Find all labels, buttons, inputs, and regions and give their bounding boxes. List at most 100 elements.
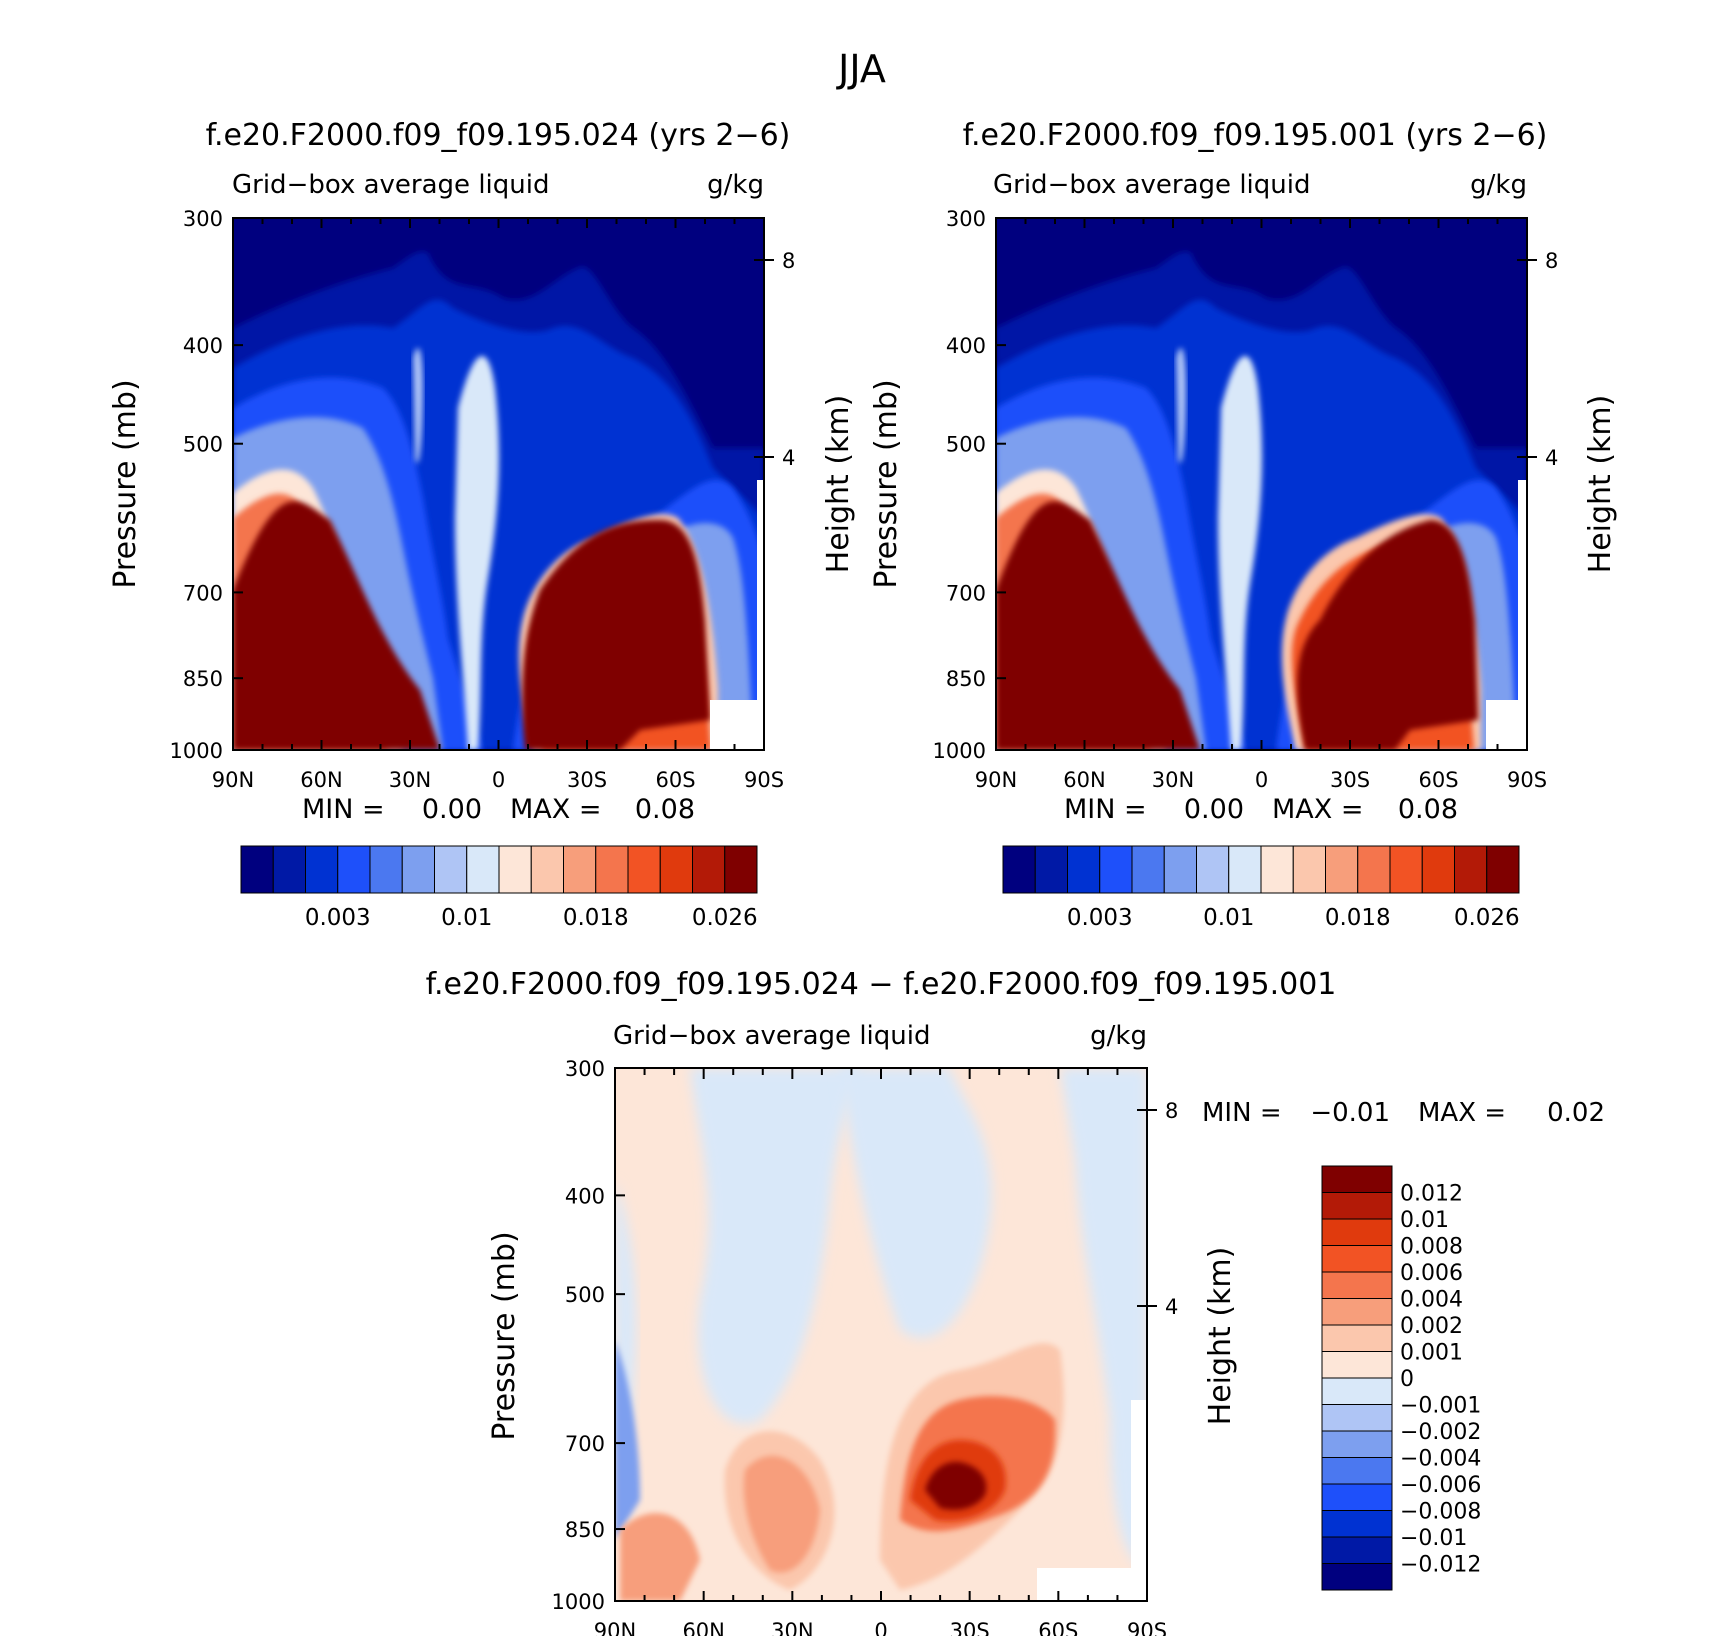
colorbar: 0.003 0.01 0.018 0.026 xyxy=(240,845,758,931)
max-label: MAX = xyxy=(1418,1098,1506,1128)
y2-ticks: 84 xyxy=(1137,1099,1178,1319)
colorbar-swatch xyxy=(1321,1483,1393,1511)
colorbar-swatch xyxy=(1389,845,1423,894)
x-tick-label: 30S xyxy=(1330,768,1370,792)
colorbar-label: −0.008 xyxy=(1400,1500,1481,1525)
x-ticks: 90N 60N 30N 0 30S 60S 90S xyxy=(975,218,1547,792)
colorbar: 0.003 0.01 0.018 0.026 xyxy=(1002,845,1520,931)
y2-tick-label: 8 xyxy=(1165,1099,1178,1123)
panel-subtitle-left: Grid−box average liquid xyxy=(232,170,549,200)
panel-left: f.e20.F2000.f09_f09.195.024 (yrs 2−6) Gr… xyxy=(108,118,856,931)
panel-subtitle-left: Grid−box average liquid xyxy=(993,170,1310,200)
colorbar-swatch xyxy=(1321,1430,1393,1458)
min-label: MIN = xyxy=(1202,1098,1282,1128)
x-tick-label: 30N xyxy=(771,1619,813,1636)
colorbar-label: 0.01 xyxy=(1203,905,1254,931)
max-value: 0.02 xyxy=(1547,1098,1605,1128)
y-tick-label: 1000 xyxy=(552,1590,605,1614)
panel-subtitle-left: Grid−box average liquid xyxy=(613,1021,930,1051)
y-tick-label: 400 xyxy=(946,334,986,358)
colorbar-label: −0.01 xyxy=(1400,1526,1467,1551)
colorbar-swatch xyxy=(563,845,597,894)
y-tick-label: 1000 xyxy=(933,739,986,763)
min-label: MIN = xyxy=(1064,794,1147,825)
x-tick-label: 60N xyxy=(682,1619,724,1636)
colorbar-swatch xyxy=(1321,1324,1393,1352)
colorbar-swatch xyxy=(1321,1165,1393,1193)
colorbar: 0.0120.010.0080.0060.0040.0020.0010−0.00… xyxy=(1321,1165,1481,1591)
colorbar-label: −0.012 xyxy=(1400,1553,1481,1578)
y-ticks: 300 400 500 700 850 1000 xyxy=(552,1057,625,1614)
colorbar-swatch xyxy=(369,845,403,894)
colorbar-swatch xyxy=(305,845,339,894)
colorbar-swatch xyxy=(240,845,274,894)
x-ticks: 90N 60N 30N 0 30S 60S 90S xyxy=(594,1069,1167,1636)
max-value: 0.08 xyxy=(635,794,695,825)
colorbar-label: 0.003 xyxy=(1067,905,1133,931)
x-tick-label: 60N xyxy=(300,768,342,792)
x-tick-label: 90S xyxy=(744,768,784,792)
contour-field xyxy=(233,218,764,750)
x-tick-label: 90S xyxy=(1127,1619,1167,1636)
colorbar-swatch xyxy=(337,845,371,894)
y-tick-label: 700 xyxy=(946,581,986,605)
x-tick-label: 30S xyxy=(567,768,607,792)
colorbar-label: 0.004 xyxy=(1400,1288,1463,1313)
x-tick-label: 90N xyxy=(212,768,254,792)
colorbar-swatch xyxy=(1321,1377,1393,1405)
colorbar-label: 0 xyxy=(1400,1367,1414,1392)
colorbar-swatch xyxy=(1421,845,1455,894)
colorbar-swatch xyxy=(692,845,726,894)
x-tick-label: 0 xyxy=(1255,768,1268,792)
contour-field xyxy=(615,1068,1147,1601)
colorbar-label: 0.001 xyxy=(1400,1341,1463,1366)
colorbar-swatch xyxy=(1163,845,1197,894)
y-ticks: 300 400 500 700 850 1000 xyxy=(933,207,1006,763)
colorbar-swatch xyxy=(1321,1351,1393,1379)
max-label: MAX = xyxy=(510,794,601,825)
colorbar-swatch xyxy=(1325,845,1359,894)
y2-axis-label: Height (km) xyxy=(1203,1247,1238,1426)
colorbar-swatch xyxy=(595,845,629,894)
colorbar-swatch xyxy=(498,845,532,894)
y-tick-label: 850 xyxy=(183,667,223,691)
colorbar-swatch xyxy=(724,845,758,894)
panel-subtitle-right: g/kg xyxy=(707,170,764,200)
x-tick-label: 90N xyxy=(594,1619,636,1636)
x-tick-label: 90S xyxy=(1507,768,1547,792)
colorbar-swatch xyxy=(1099,845,1133,894)
colorbar-swatch xyxy=(1321,1563,1393,1591)
min-value: −0.01 xyxy=(1310,1098,1390,1128)
y-tick-label: 500 xyxy=(183,433,223,457)
contour-field xyxy=(996,218,1527,750)
colorbar-label: −0.001 xyxy=(1400,1394,1481,1419)
x-tick-label: 0 xyxy=(874,1619,887,1636)
colorbar-label: 0.002 xyxy=(1400,1314,1463,1339)
max-value: 0.08 xyxy=(1398,794,1458,825)
y2-tick-label: 4 xyxy=(1165,1295,1178,1319)
colorbar-swatch xyxy=(1321,1218,1393,1246)
x-tick-label: 30S xyxy=(950,1619,990,1636)
y-tick-label: 850 xyxy=(565,1518,605,1542)
panel-subtitle-right: g/kg xyxy=(1090,1021,1147,1051)
min-label: MIN = xyxy=(302,794,385,825)
colorbar-swatch xyxy=(1357,845,1391,894)
colorbar-swatch xyxy=(659,845,693,894)
colorbar-label: 0.006 xyxy=(1400,1261,1463,1286)
colorbar-swatch xyxy=(1034,845,1068,894)
colorbar-label: 0.018 xyxy=(1325,905,1391,931)
colorbar-swatch xyxy=(1321,1245,1393,1273)
colorbar-label: 0.026 xyxy=(1454,905,1520,931)
y2-tick-label: 4 xyxy=(782,446,795,470)
colorbar-swatch xyxy=(1321,1457,1393,1485)
x-tick-label: 90N xyxy=(975,768,1017,792)
y-tick-label: 500 xyxy=(946,433,986,457)
colorbar-swatch xyxy=(530,845,564,894)
y2-axis-label: Height (km) xyxy=(1583,395,1618,574)
y-axis-label: Pressure (mb) xyxy=(108,379,143,588)
x-ticks: 90N 60N 30N 0 30S 60S 90S xyxy=(212,218,784,792)
y2-tick-label: 8 xyxy=(1545,249,1558,273)
y-tick-label: 700 xyxy=(183,581,223,605)
y-tick-label: 500 xyxy=(565,1283,605,1307)
x-tick-label: 30N xyxy=(389,768,431,792)
